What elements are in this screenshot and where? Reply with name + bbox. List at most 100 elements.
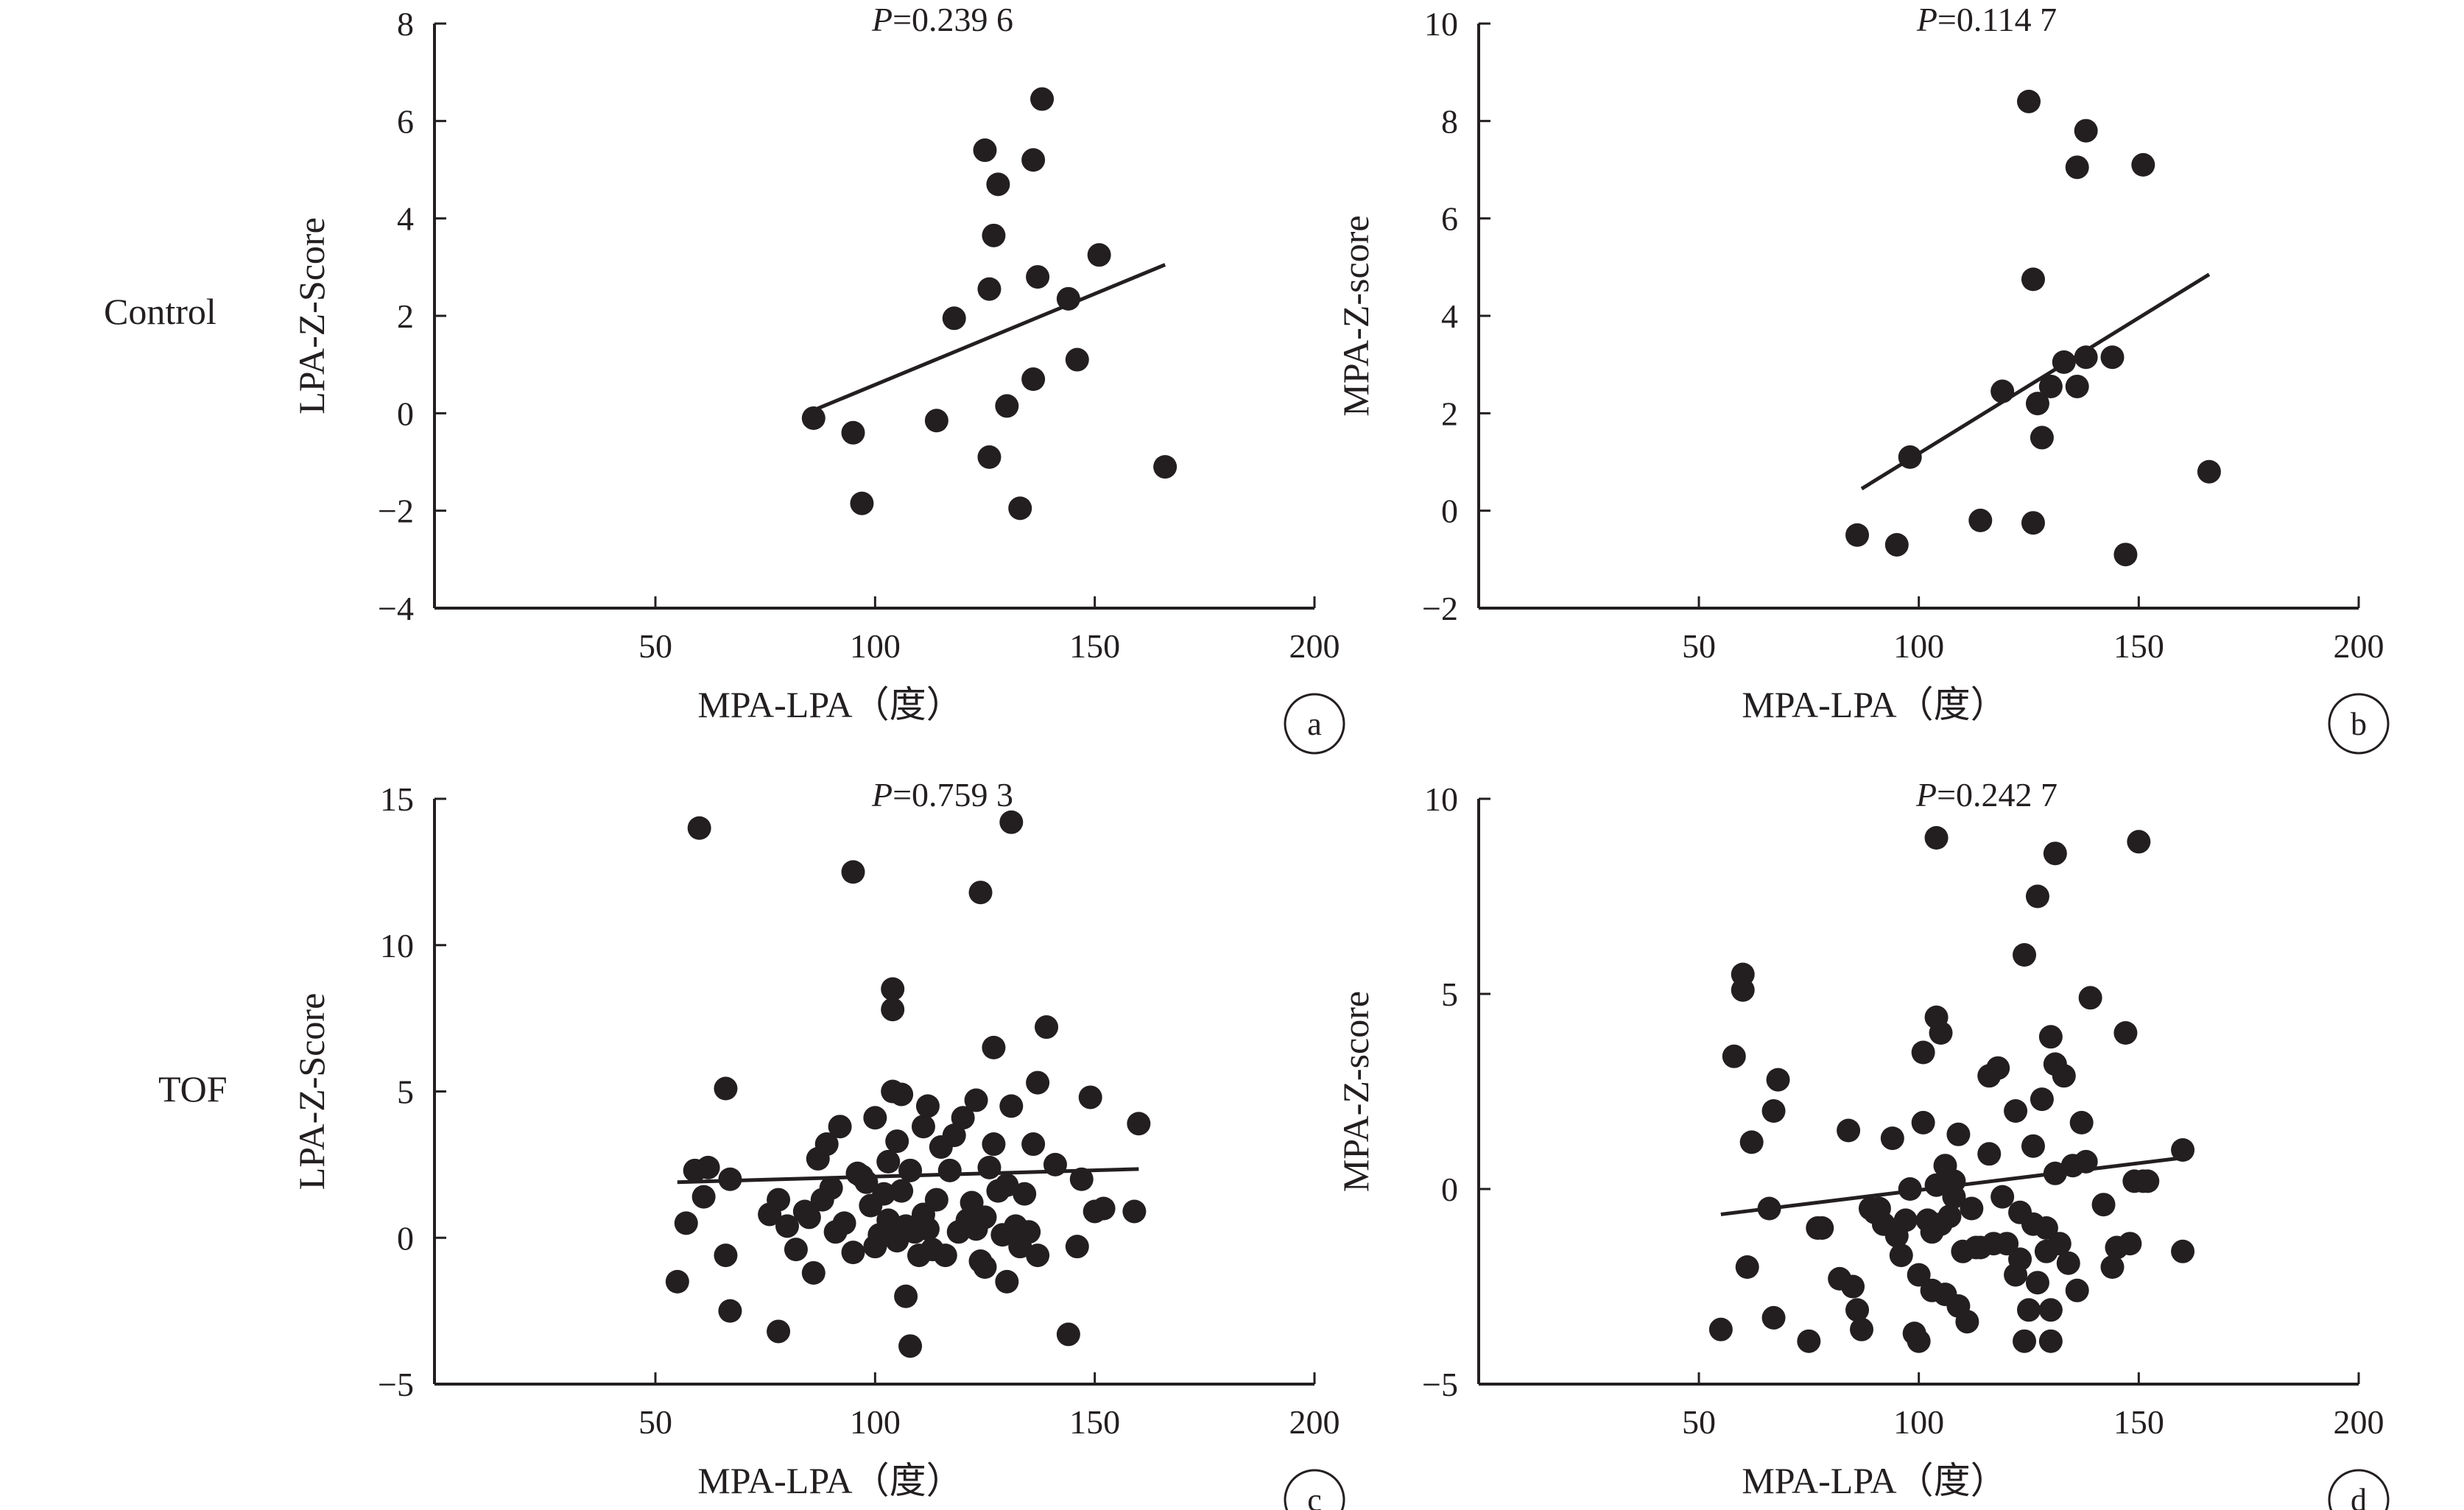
- panel-a: −4 −2 0 2 4 6 8 50 100 150 200 MPA-LPA（度） LPA-Z-Scor…: [291, 1, 1345, 755]
- x-tick-label: 50: [1682, 627, 1716, 665]
- y-tick-label: −5: [378, 1366, 414, 1403]
- data-point: [1924, 826, 1949, 850]
- data-point: [1845, 523, 1870, 547]
- y-tick-label: 10: [1424, 5, 1458, 43]
- data-point: [933, 1243, 957, 1268]
- data-point: [801, 406, 826, 430]
- data-point: [1898, 1177, 1922, 1201]
- data-point: [1911, 1040, 1935, 1065]
- x-axis-title: MPA-LPA（度）: [1742, 684, 2007, 725]
- data-point: [1008, 496, 1032, 521]
- data-point: [894, 1284, 918, 1308]
- data-point: [911, 1115, 935, 1139]
- data-point: [2038, 374, 2063, 398]
- data-point: [2127, 830, 2151, 854]
- trend-line: [677, 1167, 1139, 1185]
- data-point: [718, 1299, 742, 1323]
- data-point: [714, 1243, 738, 1268]
- data-point: [1153, 455, 1178, 479]
- x-axis-title: MPA-LPA（度）: [697, 684, 962, 725]
- data-point: [1907, 1329, 1931, 1353]
- data-point: [1845, 1298, 1870, 1322]
- panel-label: b: [2351, 706, 2367, 742]
- data-point: [915, 1094, 940, 1118]
- data-point: [1968, 508, 1993, 532]
- data-point: [986, 172, 1010, 197]
- data-point: [1761, 1305, 1786, 1330]
- x-tick-label: 100: [1893, 1403, 1944, 1441]
- y-tick-label: 6: [1441, 200, 1458, 238]
- data-point: [863, 1106, 887, 1130]
- y-tick-label: −2: [1422, 590, 1458, 627]
- data-point: [2017, 89, 2041, 113]
- data-point: [1708, 1317, 1733, 1341]
- data-point: [999, 1094, 1024, 1118]
- data-point: [797, 1205, 821, 1229]
- data-point: [2113, 543, 2138, 567]
- data-point: [1837, 1118, 1861, 1143]
- data-point: [841, 860, 865, 884]
- data-point: [982, 1132, 1006, 1157]
- data-point: [977, 1155, 1002, 1179]
- y-tick-label: 0: [397, 395, 414, 432]
- data-point: [1990, 379, 2015, 403]
- x-tick-label: 200: [1289, 627, 1340, 665]
- y-tick-label: −5: [1422, 1366, 1458, 1403]
- data-point: [1942, 1185, 1966, 1209]
- data-point: [2078, 986, 2102, 1010]
- p-value-symbol: P: [1915, 776, 1937, 814]
- p-value-number: =0.114 7: [1937, 1, 2057, 38]
- y-axis-title: MPA-Z-score: [1335, 991, 1376, 1192]
- data-point: [995, 394, 1019, 418]
- panel-label-circle: [2328, 1469, 2390, 1510]
- data-point: [2171, 1138, 2195, 1162]
- data-point: [982, 223, 1006, 247]
- data-point: [1960, 1196, 1984, 1221]
- p-value-symbol: P: [1916, 1, 1937, 38]
- row-label-tof: TOF: [158, 1068, 228, 1109]
- y-tick-label: 5: [397, 1073, 414, 1111]
- data-point: [2118, 1232, 2142, 1256]
- y-tick-label: 8: [397, 5, 414, 43]
- data-point: [2171, 1239, 2195, 1263]
- y-tick-label: 4: [397, 200, 414, 238]
- data-point: [2013, 1329, 2037, 1353]
- data-point: [2038, 1025, 2063, 1049]
- data-point: [881, 977, 905, 1001]
- data-point: [977, 445, 1002, 469]
- data-point: [973, 1255, 997, 1279]
- data-point: [814, 1132, 839, 1157]
- data-point: [2100, 1255, 2125, 1279]
- data-point: [696, 1155, 720, 1179]
- data-point: [1937, 1204, 1962, 1229]
- data-point: [2021, 511, 2045, 535]
- x-tick-label: 50: [638, 627, 672, 665]
- data-point: [2043, 842, 2067, 866]
- data-point: [819, 1176, 843, 1200]
- panel-b: −2 0 2 4 6 8 10 50 100 150 200 MPA-LPA（度） MPA-Z-scor…: [1335, 1, 2390, 755]
- data-point: [2113, 1021, 2138, 1045]
- data-point: [674, 1211, 698, 1235]
- p-value-label: P=0.242 7: [1915, 776, 2058, 814]
- data-point: [2008, 1247, 2032, 1271]
- data-point: [1021, 367, 1046, 392]
- data-point: [876, 1149, 901, 1174]
- data-point: [890, 1179, 914, 1203]
- y-tick-label: 6: [397, 102, 414, 140]
- data-point: [1056, 286, 1080, 311]
- data-point: [691, 1185, 716, 1209]
- data-point: [2065, 1278, 2089, 1302]
- data-point: [1026, 1070, 1050, 1095]
- data-point: [1766, 1068, 1790, 1092]
- data-point: [1880, 1126, 1904, 1151]
- y-tick-label: 8: [1441, 102, 1458, 140]
- y-tick-label: 10: [380, 927, 414, 964]
- panel-label-circle: [1284, 1469, 1345, 1510]
- data-point: [2038, 1298, 2063, 1322]
- data-point: [977, 277, 1002, 301]
- trend-line: [1860, 272, 2211, 491]
- data-point: [937, 1158, 962, 1182]
- data-point: [2047, 1232, 2071, 1256]
- data-point: [2025, 392, 2049, 416]
- data-point: [767, 1319, 791, 1344]
